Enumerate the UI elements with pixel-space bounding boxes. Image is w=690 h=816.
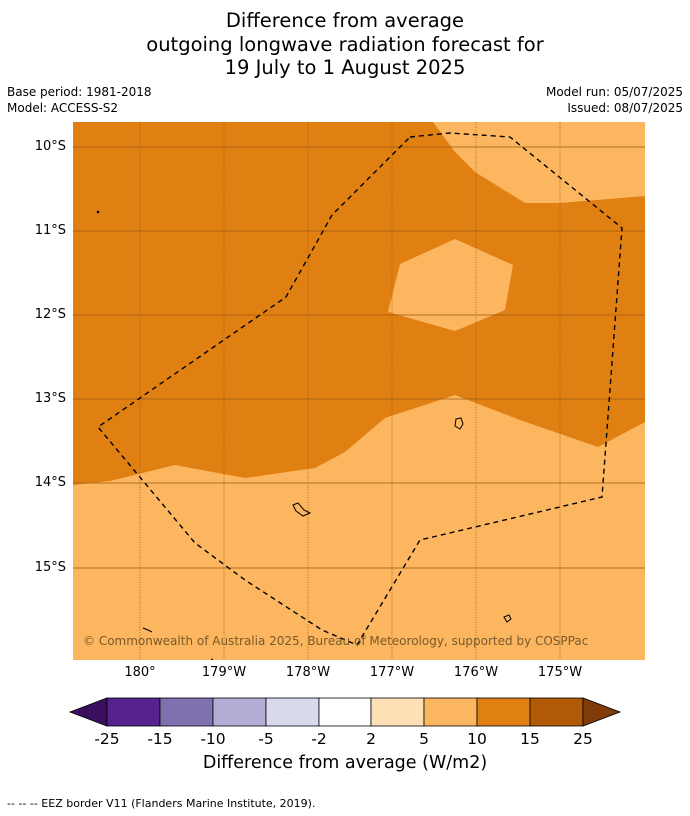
- island-2: [292, 502, 312, 517]
- meta-left: Base period: 1981-2018 Model: ACCESS-S2: [7, 84, 152, 116]
- islands: [96, 210, 512, 660]
- island-5: [96, 210, 100, 214]
- lon-label-178w: 178°W: [285, 665, 331, 680]
- issued-date: Issued: 08/07/2025: [567, 101, 683, 115]
- lat-label-11s: 11°S: [34, 223, 66, 238]
- colorbar-band-1: [106, 697, 161, 727]
- band-5-10-northeast: [433, 122, 645, 203]
- island-3: [503, 614, 512, 623]
- colorbar-above-arrow: [582, 697, 622, 727]
- lat-label-15s: 15°S: [34, 560, 66, 575]
- band-5-10-south: [73, 395, 645, 660]
- colorbar-band-3: [212, 697, 267, 727]
- colorbar-tick-4: -5: [258, 730, 274, 748]
- title-line-3: 19 July to 1 August 2025: [224, 56, 466, 79]
- colorbar-tick-1: -25: [94, 730, 120, 748]
- colorbar-below-arrow: [68, 697, 108, 727]
- lon-label-175w: 175°W: [537, 665, 583, 680]
- map-area: [73, 122, 645, 660]
- colorbar: [68, 697, 622, 727]
- lat-label-10s: 10°S: [34, 139, 66, 154]
- lat-label-13s: 13°S: [34, 391, 66, 406]
- colorbar-tick-2: -15: [147, 730, 173, 748]
- colorbar-tick-3: -10: [200, 730, 226, 748]
- colorbar-tick-9: 15: [520, 730, 540, 748]
- colorbar-tick-6: 2: [366, 730, 376, 748]
- colorbar-band-7: [423, 697, 478, 727]
- title-line-2: outgoing longwave radiation forecast for: [146, 33, 544, 56]
- colorbar-title: Difference from average (W/m2): [202, 753, 488, 773]
- colorbar-band-2: [159, 697, 214, 727]
- base-period: Base period: 1981-2018: [7, 85, 152, 99]
- colorbar-tick-5: -2: [311, 730, 327, 748]
- band-5-10-central: [388, 239, 513, 331]
- lon-label-177w: 177°W: [369, 665, 415, 680]
- copyright-notice: © Commonwealth of Australia 2025, Bureau…: [83, 634, 588, 648]
- colorbar-tick-10: 25: [573, 730, 593, 748]
- meta-right: Model run: 05/07/2025 Issued: 08/07/2025: [546, 84, 683, 116]
- island-4: [142, 627, 153, 633]
- colorbar-band-5: [318, 697, 372, 727]
- colorbar-band-4: [265, 697, 320, 727]
- lon-label-176w: 176°W: [453, 665, 499, 680]
- island-6: [210, 658, 214, 660]
- eez-footnote: -- -- -- EEZ border V11 (Flanders Marine…: [7, 797, 316, 810]
- colorbar-band-9: [529, 697, 584, 727]
- colorbar-band-8: [476, 697, 531, 727]
- model-run: Model run: 05/07/2025: [545, 85, 683, 99]
- lon-label-179w: 179°W: [201, 665, 247, 680]
- colorbar-tick-7: 5: [419, 730, 429, 748]
- colorbar-tick-8: 10: [467, 730, 487, 748]
- lon-label-180: 180°: [124, 665, 156, 680]
- gridlines: [73, 122, 645, 660]
- model-name: Model: ACCESS-S2: [7, 101, 119, 115]
- title-line-1: Difference from average: [225, 9, 465, 32]
- island-1: [454, 417, 464, 430]
- lat-label-12s: 12°S: [34, 307, 66, 322]
- lat-label-14s: 14°S: [34, 475, 66, 490]
- colorbar-band-6: [370, 697, 425, 727]
